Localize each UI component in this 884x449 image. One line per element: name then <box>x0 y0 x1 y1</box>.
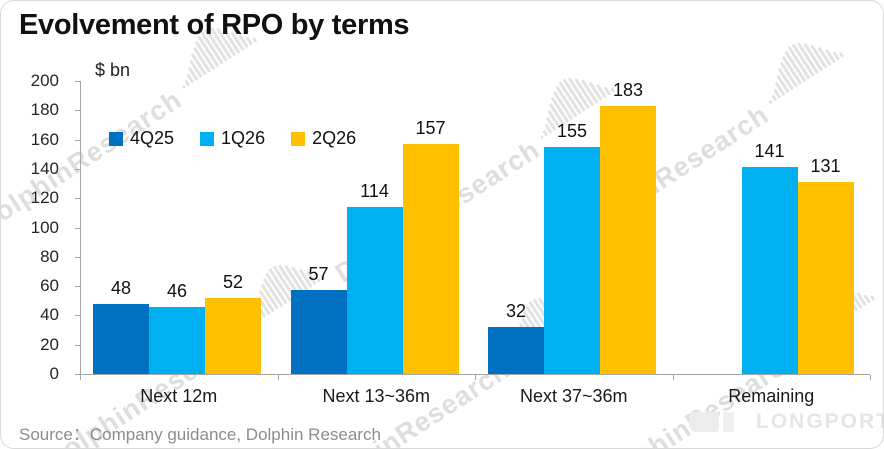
x-axis-label-next-13-36m: Next 13~36m <box>322 386 431 406</box>
y-axis-tick-label: 60 <box>40 276 59 296</box>
x-axis-tick <box>672 375 674 380</box>
bar-1q26-next-37-36m <box>544 146 600 374</box>
y-axis-tick <box>75 315 80 317</box>
y-axis-tick-label: 160 <box>30 129 59 149</box>
y-axis-tick-label: 40 <box>40 305 59 325</box>
bar-value-label: 131 <box>810 156 841 177</box>
y-axis-tick <box>75 198 80 200</box>
y-axis-tick <box>75 374 80 375</box>
y-axis-tick <box>75 227 80 229</box>
legend-swatch-1q26 <box>200 131 215 146</box>
bar-value-label: 155 <box>556 120 588 141</box>
legend-swatch-4q25 <box>109 131 123 146</box>
bar-value-label: 157 <box>415 117 446 138</box>
bar-2q26-next-12m <box>205 297 261 374</box>
bar-value-label: 183 <box>612 79 644 100</box>
y-axis-tick-label: 0 <box>49 364 59 383</box>
longport-dot-shape <box>723 412 734 432</box>
bar-value-label: 48 <box>110 277 132 298</box>
bar-value-label: 46 <box>166 280 188 301</box>
x-axis-tick <box>870 375 871 380</box>
y-axis-tick <box>75 139 80 141</box>
x-axis-label-remaining: Remaining <box>728 386 815 406</box>
y-axis-tick <box>75 168 80 170</box>
bar-4q25-next-13-36m <box>290 290 347 374</box>
y-axis-tick-label: 20 <box>40 334 59 354</box>
bar-4q25-next-37-36m <box>488 327 544 374</box>
y-axis-tick <box>75 110 80 112</box>
bar-2q26-next-37-36m <box>600 105 656 374</box>
y-axis-tick <box>75 286 80 288</box>
bar-1q26-next-13-36m <box>346 206 403 374</box>
y-axis-tick-label: 80 <box>40 246 59 266</box>
legend-swatch-2q26 <box>291 131 306 146</box>
legend-label: 1Q26 <box>221 128 266 148</box>
y-axis-tick-label: 180 <box>30 100 59 120</box>
bar-value-label: 32 <box>505 301 527 322</box>
bar-1q26-remaining <box>741 167 798 374</box>
y-axis-tick-label: 140 <box>30 158 59 178</box>
x-axis-tick <box>80 375 81 380</box>
x-axis-label-next-12m: Next 12m <box>140 386 218 406</box>
y-axis-tick <box>75 256 80 258</box>
bar-4q25-next-12m <box>93 303 149 374</box>
longport-brand-text: LONGPORT <box>756 410 884 433</box>
legend-item-1q26: 1Q26 <box>200 128 265 149</box>
y-axis-tick-label: 200 <box>30 71 59 90</box>
legend-label: 4Q25 <box>130 128 175 148</box>
legend-label: 2Q26 <box>312 128 357 148</box>
y-axis-tick-label: 100 <box>30 217 59 237</box>
x-axis-line <box>80 374 870 375</box>
y-axis-tick <box>75 81 80 82</box>
longport-watermark: LONGPORT <box>689 410 884 434</box>
bar-2q26-next-13-36m <box>402 143 459 374</box>
y-axis-unit-label: $ bn <box>95 60 131 80</box>
source-note: Source：Company guidance, Dolphin Researc… <box>19 425 381 444</box>
bar-value-label: 52 <box>222 271 244 292</box>
x-axis-label-next-37-36m: Next 37~36m <box>519 386 628 406</box>
y-axis-line <box>80 81 81 374</box>
bar-value-label: 57 <box>308 264 329 285</box>
longport-bubble-shape <box>689 412 719 432</box>
longport-logo-icon <box>689 412 734 432</box>
bar-2q26-remaining <box>797 182 854 374</box>
x-axis-tick <box>277 375 279 380</box>
bar-1q26-next-12m <box>149 306 205 374</box>
legend-item-4q25: 4Q25 <box>109 128 174 149</box>
bar-value-label: 114 <box>360 180 389 201</box>
chart-title: Evolvement of RPO by terms <box>19 9 410 41</box>
y-axis-tick-label: 120 <box>30 188 59 208</box>
legend: 4Q25 1Q26 2Q26 <box>109 128 356 149</box>
bar-value-label: 141 <box>754 141 785 162</box>
y-axis-tick <box>75 344 80 346</box>
legend-item-2q26: 2Q26 <box>291 128 356 149</box>
x-axis-tick <box>475 375 476 380</box>
